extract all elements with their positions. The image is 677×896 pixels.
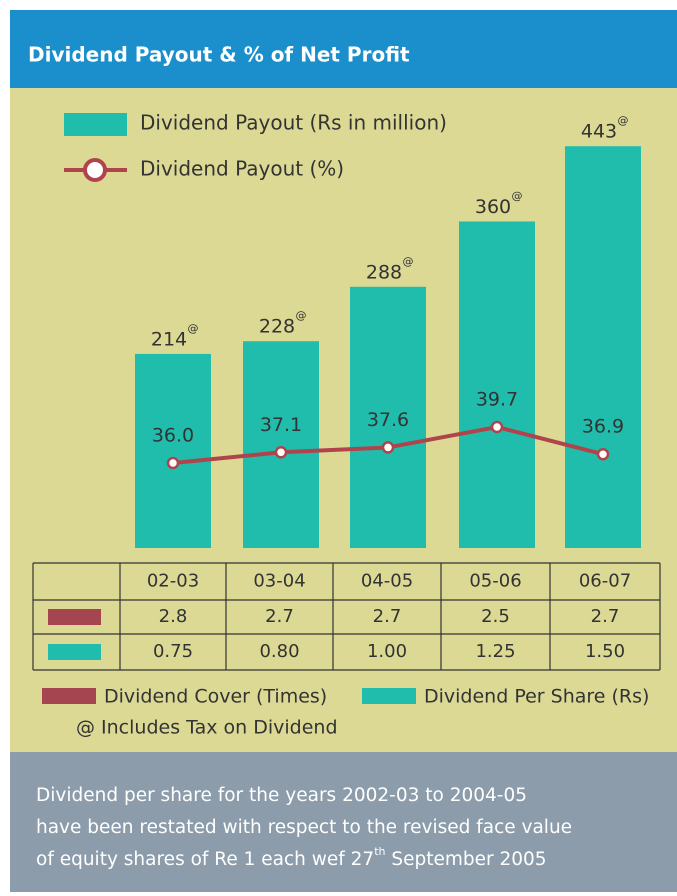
footer-line: of equity shares of Re 1 each wef 27th S… (36, 845, 547, 870)
table-cell: 1.25 (475, 641, 515, 662)
legend-label: Dividend Payout (%) (140, 157, 344, 181)
bar-value-marker: @ (403, 255, 414, 268)
line-marker (274, 446, 288, 459)
legend-swatch-bar (64, 113, 127, 136)
line-value-label: 36.0 (152, 425, 194, 447)
footer-panel (10, 752, 677, 892)
table-cell: 0.75 (153, 641, 193, 662)
bar-value-label: 288 (366, 261, 402, 283)
table-cell: 2.5 (481, 606, 510, 627)
footer-text: of equity shares of Re 1 each wef 27 (36, 849, 374, 870)
legend-swatch (362, 688, 416, 704)
line-marker (596, 447, 610, 461)
bar (565, 146, 641, 548)
header-bar (10, 10, 677, 88)
bar-value-label: 214 (151, 328, 187, 350)
bar-value-label: 443 (581, 121, 617, 143)
table-cell: 2.8 (159, 606, 188, 627)
line-value-label: 37.1 (260, 414, 302, 436)
line-marker (166, 456, 180, 470)
table-cell: 1.00 (367, 641, 407, 662)
table-cell: 2.7 (591, 606, 620, 627)
table-header: 04-05 (361, 571, 413, 592)
table-header: 02-03 (147, 571, 199, 592)
legend-label: Dividend Per Share (Rs) (424, 686, 649, 708)
bar-value-label: 360 (475, 196, 511, 218)
line-value-label: 36.9 (582, 416, 624, 438)
chart-title: Dividend Payout & % of Net Profit (28, 43, 410, 67)
bar-value-marker: @ (618, 114, 629, 127)
bar-value-label: 228 (259, 316, 295, 338)
bar (459, 221, 535, 549)
footer-text: September 2005 (385, 849, 546, 870)
footer-sup: th (374, 845, 385, 858)
table-cell: 0.80 (259, 641, 299, 662)
bar-value-marker: @ (188, 322, 199, 335)
bar (135, 353, 211, 548)
footer-line: have been restated with respect to the r… (36, 817, 572, 838)
table-cell: 1.50 (585, 641, 625, 662)
legend-label: Dividend Cover (Times) (104, 686, 327, 708)
table-header: 05-06 (469, 571, 521, 592)
bar (243, 341, 319, 548)
footer-line: Dividend per share for the years 2002-03… (36, 785, 527, 806)
bar (350, 286, 426, 548)
table-row-swatch (48, 609, 101, 625)
line-value-label: 37.6 (367, 409, 409, 431)
line-marker (490, 420, 504, 434)
table-row-swatch (48, 644, 101, 660)
table-cell: 2.7 (373, 606, 402, 627)
table-header: 03-04 (253, 571, 305, 592)
legend-swatch-marker (83, 158, 107, 182)
line-marker (381, 441, 395, 454)
legend-swatch (42, 688, 96, 704)
table-cell: 2.7 (265, 606, 294, 627)
line-value-label: 39.7 (476, 389, 518, 411)
legend-label: Dividend Payout (Rs in million) (140, 111, 447, 135)
data-table: 02-03 03-04 04-05 05-06 06-07 2.8 2.7 2.7 2.5 2.7… (32, 562, 661, 671)
bar-value-marker: @ (512, 189, 523, 202)
note: @ Includes Tax on Dividend (76, 717, 338, 739)
table-header: 06-07 (579, 571, 631, 592)
bar-value-marker: @ (296, 309, 307, 322)
